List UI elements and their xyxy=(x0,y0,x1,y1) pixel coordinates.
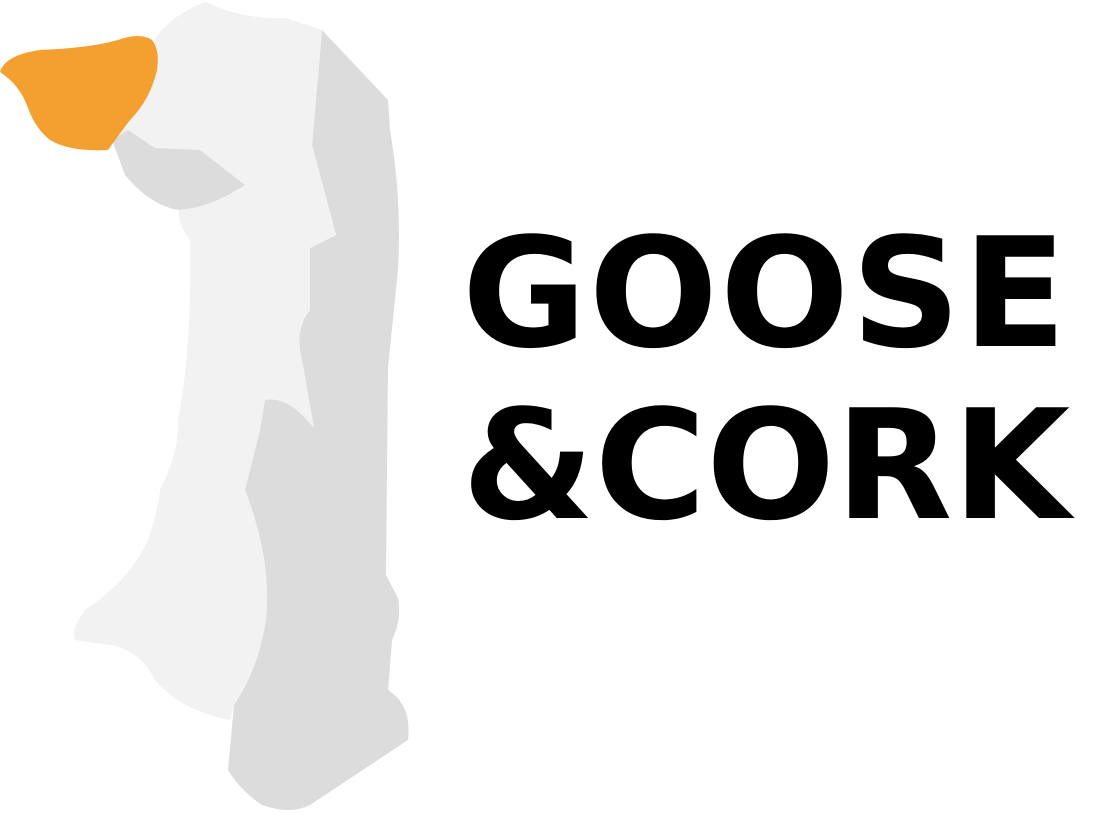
wordmark: GOOSE &CORK xyxy=(462,218,1111,548)
wordmark-line-cork: &CORK xyxy=(462,377,1071,554)
goose-body xyxy=(73,2,336,720)
goose-beak xyxy=(0,36,158,151)
goose-icon xyxy=(0,2,409,810)
goose-body-shadow xyxy=(228,30,409,810)
goose-neck-shadow xyxy=(112,130,245,210)
wordmark-line-goose: GOOSE xyxy=(462,205,1069,382)
